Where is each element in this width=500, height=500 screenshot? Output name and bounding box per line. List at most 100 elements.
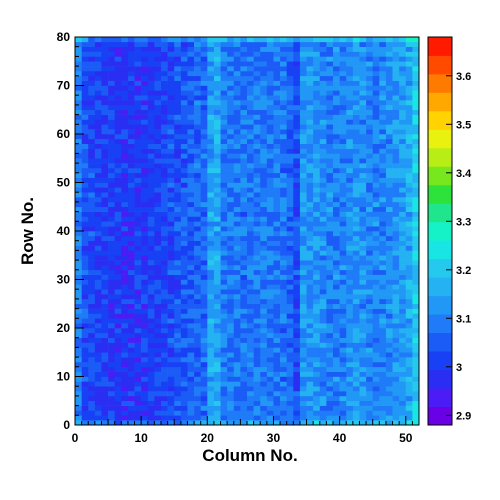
heatmap-cell [299, 148, 307, 154]
heatmap-cell [194, 201, 201, 208]
heatmap-cell [207, 328, 215, 334]
heatmap-cell [346, 124, 354, 130]
heatmap-cell [352, 323, 360, 329]
heatmap-cell [141, 66, 149, 72]
heatmap-cell [194, 211, 201, 217]
heatmap-cell [372, 109, 380, 115]
heatmap-cell [247, 61, 254, 67]
heatmap-cell [200, 206, 208, 212]
heatmap-cell [286, 361, 294, 368]
heatmap-cell [180, 197, 188, 203]
heatmap-cell [399, 269, 407, 275]
heatmap-cell [167, 143, 175, 149]
heatmap-cell [299, 226, 307, 232]
heatmap-cell [101, 361, 109, 368]
heatmap-cell [293, 381, 301, 387]
heatmap-cell [385, 163, 393, 169]
heatmap-cell [253, 75, 261, 81]
heatmap-cell [266, 332, 274, 338]
heatmap-cell [240, 85, 248, 91]
heatmap-cell [220, 158, 228, 164]
heatmap-cell [372, 187, 380, 193]
heatmap-cell [114, 201, 122, 208]
heatmap-cell [187, 342, 195, 348]
heatmap-cell [233, 231, 241, 237]
heatmap-cell [412, 245, 420, 251]
heatmap-cell [94, 163, 102, 169]
heatmap-cell [94, 61, 102, 67]
heatmap-cell [359, 187, 367, 193]
heatmap-cell [333, 177, 340, 183]
heatmap-cell [372, 182, 380, 188]
heatmap-cell [247, 294, 254, 300]
heatmap-cell [114, 226, 122, 232]
heatmap-cell [167, 124, 175, 130]
heatmap-cell [313, 85, 321, 91]
heatmap-cell [94, 357, 102, 363]
heatmap-cell [240, 182, 248, 188]
heatmap-cell [154, 177, 162, 183]
heatmap-cell [352, 177, 360, 183]
heatmap-cell [167, 245, 175, 251]
heatmap-cell [200, 395, 208, 402]
heatmap-cell [346, 308, 354, 314]
heatmap-cell [273, 420, 281, 426]
heatmap-cell [372, 61, 380, 67]
heatmap-cell [94, 167, 102, 174]
heatmap-cell [260, 376, 268, 382]
heatmap-cell [399, 109, 407, 115]
heatmap-cell [385, 395, 393, 402]
heatmap-cell [227, 100, 235, 106]
heatmap-cell [372, 235, 380, 241]
x-axis: 0 10 20 30 40 50 [72, 416, 420, 445]
heatmap-cell [359, 75, 367, 81]
heatmap-cell [273, 124, 281, 130]
heatmap-cell [313, 124, 321, 130]
heatmap-cell [161, 231, 168, 237]
heatmap-cell [200, 134, 208, 140]
heatmap-cell [187, 391, 195, 397]
heatmap-cell [412, 328, 420, 334]
heatmap-cell [81, 308, 89, 314]
heatmap-cell [121, 51, 129, 57]
heatmap-cell [346, 294, 354, 300]
heatmap-cell [405, 298, 413, 305]
heatmap-cell [286, 274, 294, 280]
heatmap-cell [293, 109, 301, 115]
heatmap-cell [392, 172, 400, 178]
heatmap-cell [306, 114, 314, 120]
heatmap-cell [359, 104, 367, 111]
heatmap-cell [88, 240, 96, 246]
heatmap-cell [299, 85, 307, 91]
heatmap-cell [187, 400, 195, 406]
heatmap-cell [266, 352, 274, 358]
heatmap-cell [412, 163, 420, 169]
heatmap-cell [94, 138, 102, 144]
heatmap-cell [253, 366, 261, 372]
heatmap-cell [233, 410, 241, 416]
heatmap-cell [121, 138, 129, 144]
heatmap-cell [75, 100, 82, 106]
heatmap-cell [194, 187, 201, 193]
heatmap-cell [240, 264, 248, 271]
heatmap-cell [346, 226, 354, 232]
heatmap-cell [233, 172, 241, 178]
heatmap-cell [319, 90, 327, 96]
heatmap-cell [194, 328, 201, 334]
heatmap-cell [247, 245, 254, 251]
heatmap-cell [313, 298, 321, 305]
heatmap-cell [313, 66, 321, 72]
heatmap-cell [247, 158, 254, 164]
heatmap-cell [286, 148, 294, 154]
heatmap-cell [75, 347, 82, 353]
heatmap-cell [154, 80, 162, 86]
heatmap-cell [339, 347, 347, 353]
heatmap-cell [333, 337, 340, 343]
heatmap-cell [399, 274, 407, 280]
heatmap-cell [207, 240, 215, 246]
heatmap-cell [167, 148, 175, 154]
heatmap-cell [313, 158, 321, 164]
heatmap-cell [306, 187, 314, 193]
heatmap-cell [366, 104, 373, 111]
heatmap-cell [346, 255, 354, 261]
